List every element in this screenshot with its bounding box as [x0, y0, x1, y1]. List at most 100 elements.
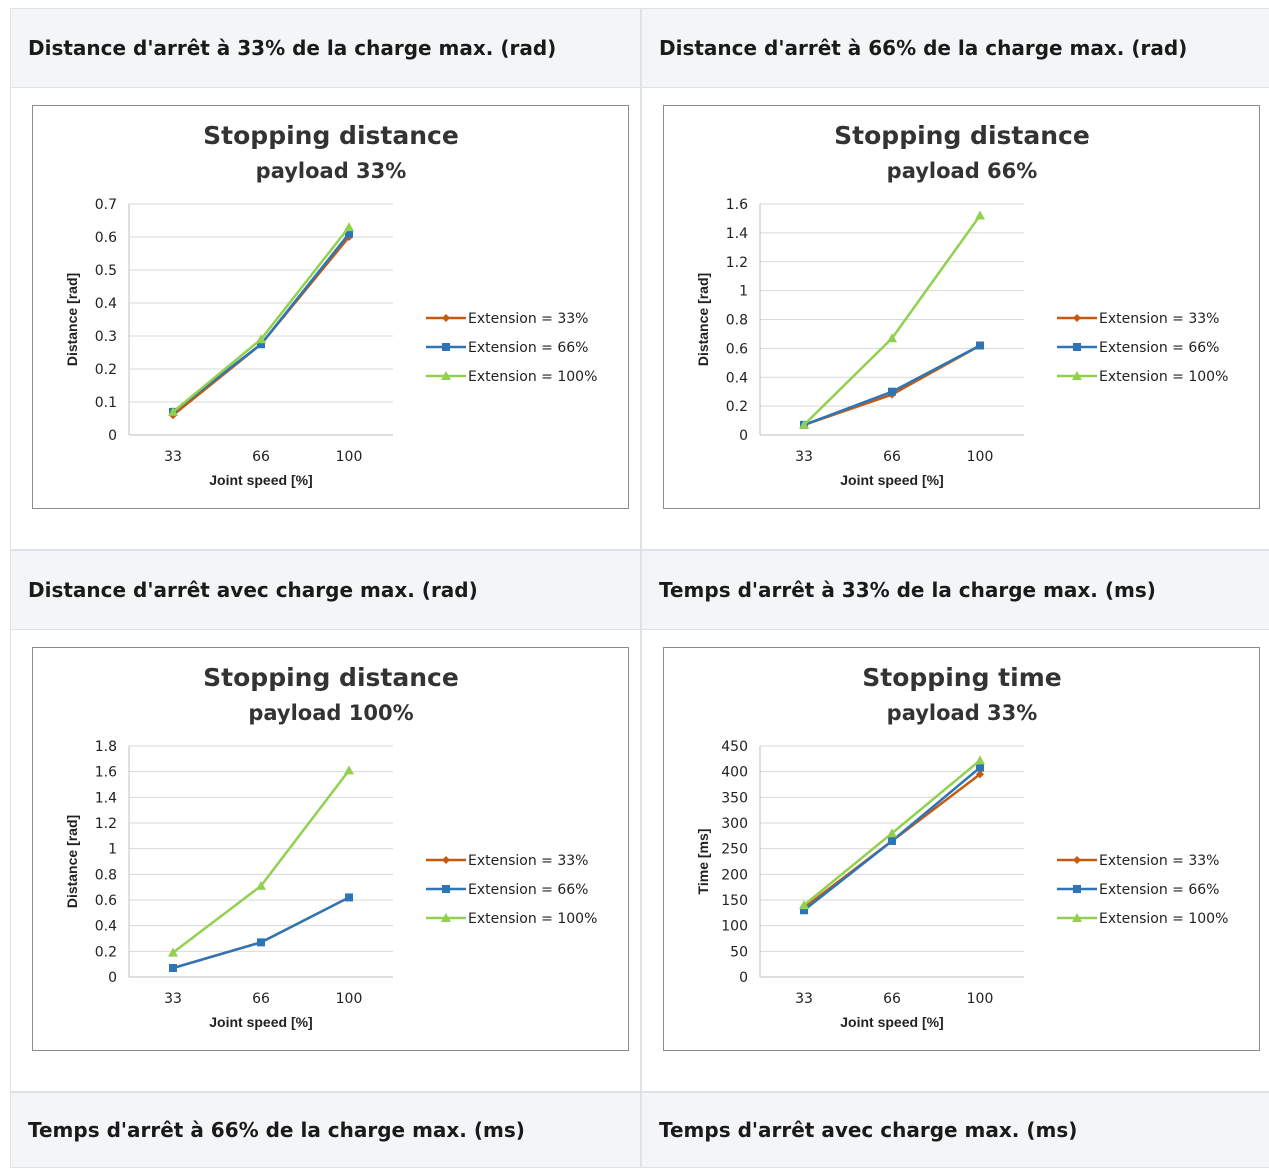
y-tick-label: 0.2: [95, 362, 117, 378]
legend-label: Extension = 33%: [1099, 311, 1219, 327]
x-tick-label: 66: [252, 449, 270, 465]
data-point: [345, 893, 353, 902]
legend-label: Extension = 66%: [1099, 340, 1219, 356]
legend-marker: [1073, 856, 1081, 864]
panel-header: Temps d'arrêt à 66% de la charge max. (m…: [10, 1092, 641, 1168]
y-axis-label: Time [ms]: [695, 829, 711, 895]
data-point: [799, 419, 809, 429]
legend-marker: [1073, 343, 1081, 351]
y-tick-label: 0: [739, 428, 748, 444]
chart-title: Stopping distance: [203, 663, 459, 692]
chart-cell: Stopping distance payload 33% 0 0.1 0.2 0.3 0.…: [10, 88, 641, 550]
data-point: [976, 341, 984, 350]
x-tick-label: 33: [795, 991, 813, 1007]
legend-marker: [1072, 913, 1082, 922]
y-tick-label: 1: [108, 842, 117, 858]
y-tick-label: 400: [721, 765, 748, 781]
y-tick-label: 0.3: [95, 329, 117, 345]
chart: Stopping distance payload 66% 0 0.2 0.4 0.6 0.…: [663, 105, 1260, 509]
data-point: [887, 828, 897, 838]
x-axis-label: Joint speed [%]: [840, 472, 943, 488]
panel-header: Distance d'arrêt à 66% de la charge max.…: [641, 8, 1269, 88]
y-tick-label: 200: [721, 867, 748, 883]
data-point: [168, 947, 178, 957]
series-line: [803, 344, 981, 427]
data-point: [888, 387, 896, 396]
legend-marker: [442, 343, 450, 351]
legend-label: Extension = 100%: [468, 369, 597, 385]
data-point: [799, 900, 809, 910]
x-tick-label: 66: [883, 991, 901, 1007]
x-axis-label: Joint speed [%]: [209, 472, 312, 488]
y-tick-label: 1.4: [95, 790, 117, 806]
y-tick-label: 0.6: [95, 893, 117, 909]
data-point: [344, 222, 354, 232]
y-tick-label: 0: [739, 970, 748, 986]
panel-header: Distance d'arrêt à 33% de la charge max.…: [10, 8, 641, 88]
y-tick-label: 100: [721, 919, 748, 935]
data-point: [976, 763, 984, 772]
chart-subtitle: payload 66%: [887, 159, 1038, 183]
x-tick-label: 33: [164, 449, 182, 465]
y-tick-label: 0.4: [726, 370, 748, 386]
chart-title: Stopping distance: [203, 121, 459, 150]
y-tick-label: 0.4: [95, 296, 117, 312]
y-tick-label: 0.8: [726, 313, 748, 329]
data-point: [887, 333, 897, 343]
legend-marker: [442, 856, 450, 864]
y-tick-label: 1.8: [95, 739, 117, 755]
y-tick-label: 0.1: [95, 395, 117, 411]
data-point: [344, 765, 354, 775]
chart-cell: Stopping time payload 33% 0 50 100 150 200 250 3…: [641, 630, 1269, 1092]
y-tick-label: 0.2: [726, 399, 748, 415]
x-tick-label: 100: [967, 449, 994, 465]
data-point: [975, 210, 985, 220]
data-point: [256, 880, 266, 890]
chart-cell: Stopping distance payload 66% 0 0.2 0.4 0.6 0.…: [641, 88, 1269, 550]
chart-title: Stopping distance: [834, 121, 1090, 150]
panel-header: Distance d'arrêt avec charge max. (rad): [10, 550, 641, 630]
y-tick-label: 0.5: [95, 263, 117, 279]
panel-header: Temps d'arrêt avec charge max. (ms): [641, 1092, 1269, 1168]
data-point: [169, 964, 177, 973]
legend-marker: [442, 314, 450, 322]
legend-marker: [1073, 314, 1081, 322]
x-tick-label: 33: [164, 991, 182, 1007]
chart-title: Stopping time: [862, 663, 1061, 692]
data-point: [800, 906, 808, 915]
chart-subtitle: payload 33%: [887, 701, 1038, 725]
chart-svg: Stopping distance payload 66% 0 0.2 0.4 0.6 0.…: [695, 121, 1228, 488]
y-axis-label: Distance [rad]: [695, 273, 711, 366]
legend-label: Extension = 100%: [468, 911, 597, 927]
data-point: [257, 340, 265, 349]
y-tick-label: 50: [730, 944, 748, 960]
legend-label: Extension = 33%: [468, 311, 588, 327]
series-line: [803, 344, 981, 427]
y-tick-label: 0: [108, 970, 117, 986]
legend-label: Extension = 66%: [1099, 882, 1219, 898]
data-point: [975, 755, 985, 765]
y-tick-label: 0.8: [95, 867, 117, 883]
legend-label: Extension = 33%: [1099, 853, 1219, 869]
y-tick-label: 150: [721, 893, 748, 909]
chart-subtitle: payload 100%: [248, 701, 413, 725]
legend-marker: [442, 885, 450, 893]
y-tick-label: 0.6: [726, 341, 748, 357]
chart: Stopping distance payload 33% 0 0.1 0.2 0.3 0.…: [32, 105, 629, 509]
x-tick-label: 100: [336, 449, 363, 465]
legend-marker: [441, 913, 451, 922]
y-tick-label: 350: [721, 790, 748, 806]
data-point: [168, 406, 178, 416]
x-tick-label: 100: [967, 991, 994, 1007]
legend-marker: [441, 371, 451, 380]
y-tick-label: 0.4: [95, 919, 117, 935]
y-tick-label: 0.6: [95, 230, 117, 246]
charts-table: Distance d'arrêt à 33% de la charge max.…: [10, 8, 1269, 1168]
data-point: [976, 770, 984, 779]
legend-marker: [1073, 885, 1081, 893]
chart-svg: Stopping distance payload 100% 0 0.2 0.4 0.6 0…: [64, 663, 597, 1030]
x-tick-label: 66: [883, 449, 901, 465]
y-tick-label: 250: [721, 842, 748, 858]
x-axis-label: Joint speed [%]: [840, 1014, 943, 1030]
x-tick-label: 100: [336, 991, 363, 1007]
